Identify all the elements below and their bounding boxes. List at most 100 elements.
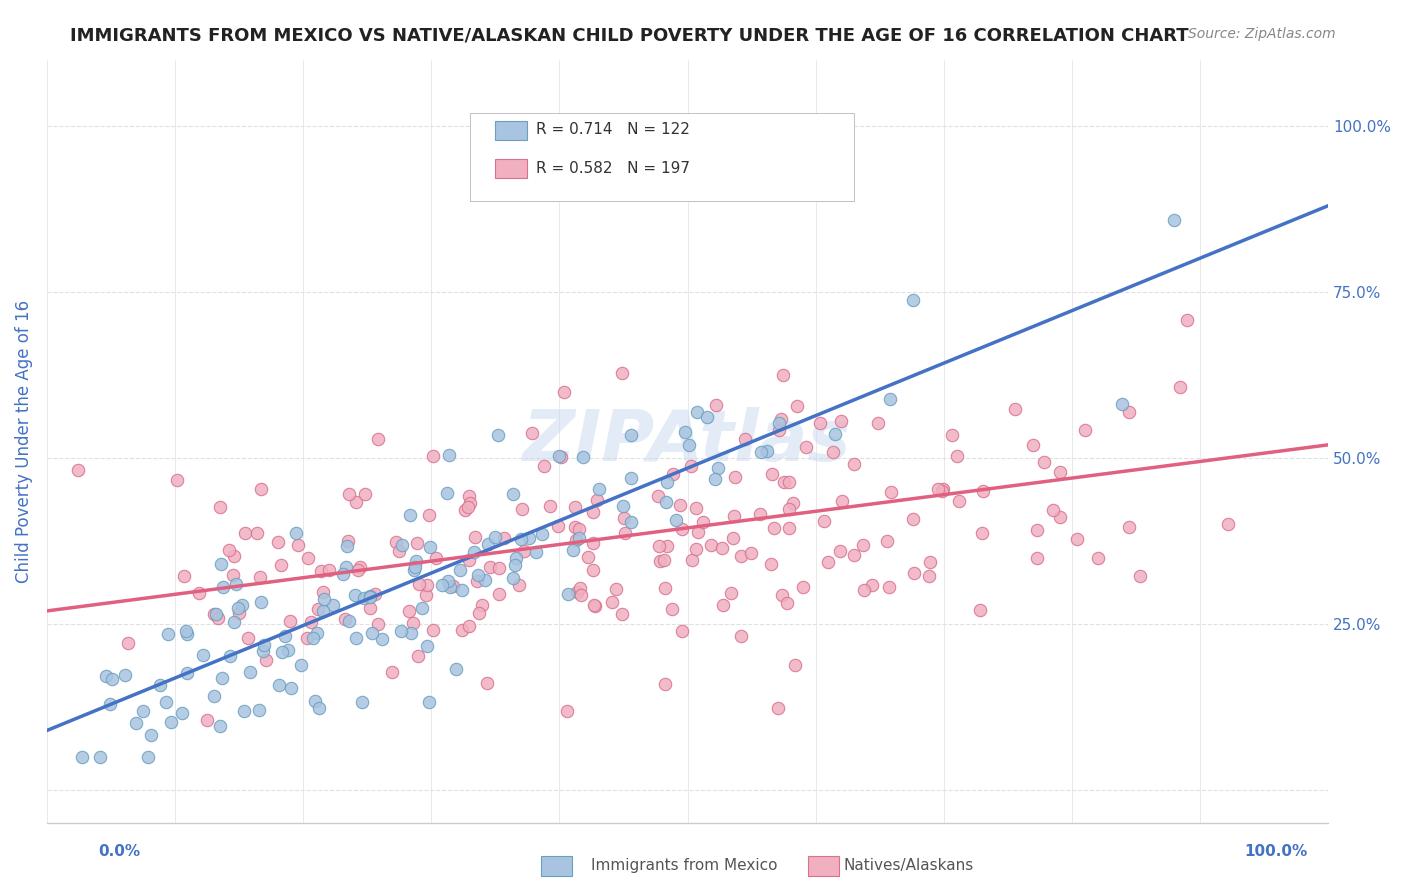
Point (222, 615, 245, 629)
Point (211, 671, 233, 685)
Point (250, 595, 273, 609)
Point (555, 704, 578, 718)
Point (1118, 520, 1140, 534)
Point (512, 544, 534, 558)
Point (312, 585, 335, 599)
Point (1026, 523, 1049, 537)
Point (550, 450, 572, 464)
Point (474, 573, 496, 587)
Point (422, 449, 444, 463)
Point (679, 459, 702, 474)
Point (785, 658, 807, 673)
Point (117, 636, 139, 650)
Point (361, 626, 384, 640)
Point (721, 531, 744, 545)
FancyBboxPatch shape (470, 113, 853, 201)
Point (297, 631, 319, 645)
Point (530, 527, 553, 541)
Point (225, 577, 247, 591)
Point (367, 432, 389, 446)
Point (402, 563, 425, 577)
Point (398, 508, 420, 522)
Point (308, 701, 330, 715)
Point (770, 588, 793, 602)
Point (422, 623, 444, 637)
Point (207, 610, 229, 624)
Point (664, 513, 686, 527)
Point (519, 531, 541, 545)
Point (941, 428, 963, 442)
Point (508, 578, 530, 592)
Point (457, 500, 479, 514)
Point (772, 368, 794, 382)
Point (612, 499, 634, 513)
Point (866, 416, 889, 430)
Point (696, 409, 718, 424)
Point (782, 496, 804, 510)
Point (208, 719, 231, 733)
Point (1175, 313, 1198, 327)
Point (768, 423, 790, 437)
Point (252, 644, 274, 658)
Point (465, 574, 488, 589)
Point (125, 715, 148, 730)
Point (707, 461, 730, 475)
Point (852, 538, 875, 552)
Point (613, 510, 636, 524)
Point (970, 525, 993, 540)
Point (451, 582, 474, 597)
Point (354, 487, 377, 501)
Point (335, 612, 357, 626)
Point (418, 695, 440, 709)
Point (174, 624, 197, 639)
Point (471, 598, 494, 612)
Point (398, 604, 420, 618)
Point (786, 399, 808, 413)
Point (520, 426, 543, 441)
Point (565, 533, 588, 548)
Point (583, 598, 606, 612)
FancyBboxPatch shape (495, 159, 527, 178)
Point (852, 583, 875, 598)
Point (436, 486, 458, 500)
Point (510, 502, 533, 516)
Text: R = 0.582   N = 197: R = 0.582 N = 197 (536, 161, 690, 176)
Point (98, 697, 121, 711)
Point (582, 563, 605, 577)
Point (578, 549, 600, 564)
Point (655, 475, 678, 490)
Point (583, 599, 606, 613)
Point (408, 576, 430, 591)
Point (948, 494, 970, 508)
Point (792, 580, 814, 594)
Point (453, 502, 475, 516)
Point (458, 553, 481, 567)
Point (1042, 503, 1064, 517)
Point (176, 626, 198, 640)
Point (761, 467, 783, 482)
Point (228, 606, 250, 620)
Point (195, 714, 218, 728)
Point (218, 649, 240, 664)
Point (565, 585, 588, 599)
Point (479, 560, 502, 574)
Text: Source: ZipAtlas.com: Source: ZipAtlas.com (1188, 27, 1336, 41)
Point (139, 728, 162, 742)
Point (762, 521, 785, 535)
Point (711, 541, 734, 555)
Point (204, 607, 226, 621)
Point (458, 489, 481, 503)
Point (1168, 379, 1191, 393)
Point (654, 581, 676, 595)
Point (202, 607, 225, 621)
Point (488, 560, 510, 574)
Point (562, 543, 585, 558)
Point (620, 515, 643, 529)
FancyBboxPatch shape (495, 120, 527, 140)
Point (557, 587, 579, 601)
Point (876, 533, 898, 548)
Point (740, 546, 762, 560)
Point (468, 606, 491, 620)
Point (477, 537, 499, 551)
Point (337, 487, 360, 501)
